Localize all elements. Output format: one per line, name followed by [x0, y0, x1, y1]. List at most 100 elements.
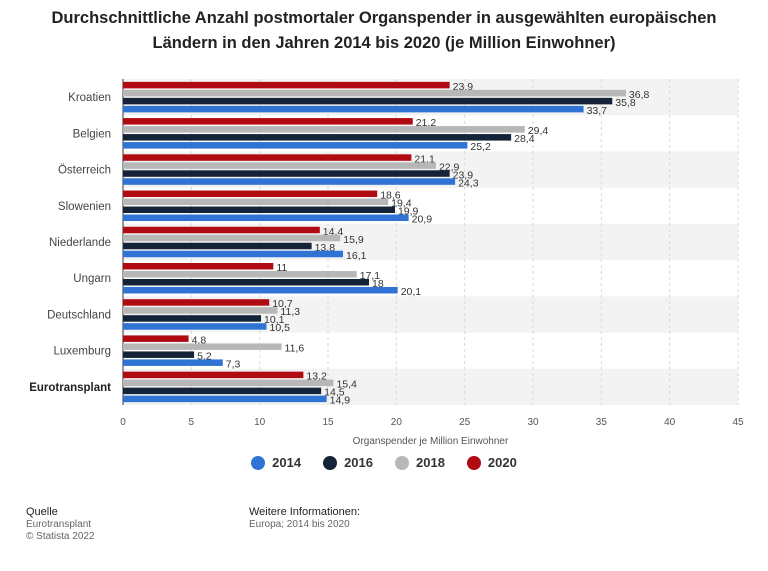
bar-luxemburg-2014	[123, 359, 223, 366]
bar-oesterreich-2014	[123, 178, 456, 185]
data-label-eurotransplant-2016: 14,5	[324, 387, 345, 399]
data-label-belgien-2018: 29,4	[528, 125, 549, 137]
bar-slowenien-2014	[123, 214, 409, 222]
bar-ungarn-2014	[123, 286, 398, 294]
x-tick-label-20: 20	[391, 417, 403, 428]
bar-belgien-2016	[123, 134, 512, 141]
bar-luxemburg-2018	[123, 343, 282, 350]
bar-niederlande-2014	[123, 250, 344, 258]
bar-eurotransplant-2020	[123, 371, 304, 379]
bar-deutschland-2020	[123, 299, 270, 306]
bar-deutschland-2016	[123, 315, 262, 322]
data-label-deutschland-2018: 11,3	[280, 306, 300, 318]
data-label-ungarn-2014: 20,1	[401, 286, 422, 298]
bar-ungarn-2016	[123, 278, 369, 286]
bar-kroatien-2020	[123, 81, 450, 89]
legend-label-2014: 2014	[272, 455, 302, 470]
legend-marker-2020	[466, 455, 481, 470]
x-tick-label-25: 25	[459, 417, 471, 428]
legend-marker-2016	[323, 455, 338, 470]
x-tick-label-15: 15	[322, 417, 334, 428]
data-label-ungarn-2020: 11	[276, 262, 287, 274]
x-tick-label-5: 5	[189, 417, 195, 428]
data-label-luxemburg-2014: 7,3	[226, 358, 241, 370]
data-label-niederlande-2018: 15,9	[343, 234, 364, 246]
bar-oesterreich-2016	[123, 170, 450, 177]
legend-label-2020: 2020	[487, 455, 517, 470]
bar-slowenien-2020	[123, 190, 378, 198]
legend-item-2020[interactable]: 2020	[466, 455, 517, 470]
legend-item-2014[interactable]: 2014	[251, 455, 301, 470]
data-label-kroatien-2014: 33,7	[587, 105, 608, 117]
legend-item-2016[interactable]: 2016	[323, 455, 373, 470]
bar-belgien-2018	[123, 126, 525, 133]
x-tick-label-40: 40	[664, 417, 676, 428]
bar-eurotransplant-2018	[123, 379, 334, 387]
info-heading: Weitere Informationen:	[249, 506, 361, 518]
bar-slowenien-2018	[123, 198, 389, 206]
bar-niederlande-2016	[123, 242, 312, 250]
data-label-slowenien-2014: 20,9	[412, 214, 433, 226]
legend-marker-2014	[251, 455, 266, 470]
chart-title-line2: Ländern in den Jahren 2014 bis 2020 (je …	[152, 34, 616, 52]
data-label-eurotransplant-2018: 15,4	[336, 379, 357, 391]
legend-item-2018[interactable]: 2018	[395, 455, 445, 470]
data-label-slowenien-2018: 19,4	[391, 198, 412, 210]
category-label-deutschland: Deutschland	[47, 309, 111, 321]
data-label-niederlande-2014: 16,1	[346, 250, 367, 262]
copyright: © Statista 2022	[26, 531, 95, 542]
legend-label-2018: 2018	[416, 455, 445, 470]
info-block: Weitere Informationen: Europa; 2014 bis …	[249, 506, 360, 531]
bar-luxemburg-2016	[123, 351, 195, 358]
category-label-slowenien: Slowenien	[58, 201, 111, 213]
bar-belgien-2020	[123, 118, 413, 125]
legend-label-2016: 2016	[344, 455, 373, 470]
category-label-niederlande: Niederlande	[49, 237, 111, 249]
bar-chart: 0 5 10 15 20 25 30 35 40 45 Organspender je Millio…	[29, 79, 744, 447]
category-label-ungarn: Ungarn	[73, 273, 111, 285]
bar-belgien-2014	[123, 142, 468, 149]
bar-luxemburg-2020	[123, 335, 189, 342]
x-tick-label-45: 45	[732, 417, 744, 428]
bar-kroatien-2016	[123, 97, 613, 105]
chart-title: Durchschnittliche Anzahl postmortaler Or…	[20, 6, 748, 56]
data-label-belgien-2014: 25,2	[470, 141, 491, 153]
category-label-oesterreich: Österreich	[58, 165, 111, 177]
bar-niederlande-2018	[123, 234, 341, 242]
data-label-luxemburg-2018: 11,6	[285, 342, 305, 354]
category-label-belgien: Belgien	[73, 128, 111, 140]
category-label-eurotransplant: Eurotransplant	[29, 382, 111, 394]
bar-oesterreich-2020	[123, 154, 412, 161]
data-label-oesterreich-2014: 24,3	[458, 177, 479, 189]
chart-title-line1: Durchschnittliche Anzahl postmortaler Or…	[51, 9, 717, 27]
x-tick-label-0: 0	[120, 417, 126, 428]
x-tick-label-35: 35	[596, 417, 608, 428]
legend-marker-2018	[395, 455, 409, 470]
data-label-belgien-2016: 28,4	[514, 133, 535, 145]
bar-deutschland-2014	[123, 323, 267, 330]
source-name[interactable]: Eurotransplant	[26, 519, 92, 530]
x-tick-label-10: 10	[254, 417, 266, 428]
x-axis-label: Organspender je Million Einwohner	[353, 436, 509, 447]
data-label-kroatien-2018: 36,8	[629, 89, 650, 101]
bar-eurotransplant-2014	[123, 395, 327, 403]
category-label-luxemburg: Luxemburg	[53, 346, 111, 358]
data-label-oesterreich-2016: 23,9	[453, 169, 474, 181]
data-label-ungarn-2016: 18	[372, 278, 384, 290]
source-block: Quelle Eurotransplant © Statista 2022	[26, 506, 95, 543]
bar-kroatien-2014	[123, 105, 584, 113]
bar-ungarn-2020	[123, 262, 274, 270]
bar-slowenien-2016	[123, 206, 395, 214]
bar-kroatien-2018	[123, 89, 626, 97]
data-label-eurotransplant-2014: 14,9	[330, 395, 351, 407]
data-label-deutschland-2016: 10,1	[264, 314, 285, 326]
chart-legend: 2014 2016 2018 2020	[0, 455, 768, 470]
bar-niederlande-2020	[123, 226, 320, 234]
data-label-kroatien-2016: 35,8	[615, 97, 636, 109]
bar-ungarn-2018	[123, 270, 357, 278]
info-text: Europa; 2014 bis 2020	[249, 519, 350, 530]
source-heading: Quelle	[26, 506, 58, 518]
data-label-deutschland-2014: 10,5	[270, 322, 291, 334]
bar-oesterreich-2018	[123, 162, 436, 169]
bar-deutschland-2018	[123, 307, 278, 314]
